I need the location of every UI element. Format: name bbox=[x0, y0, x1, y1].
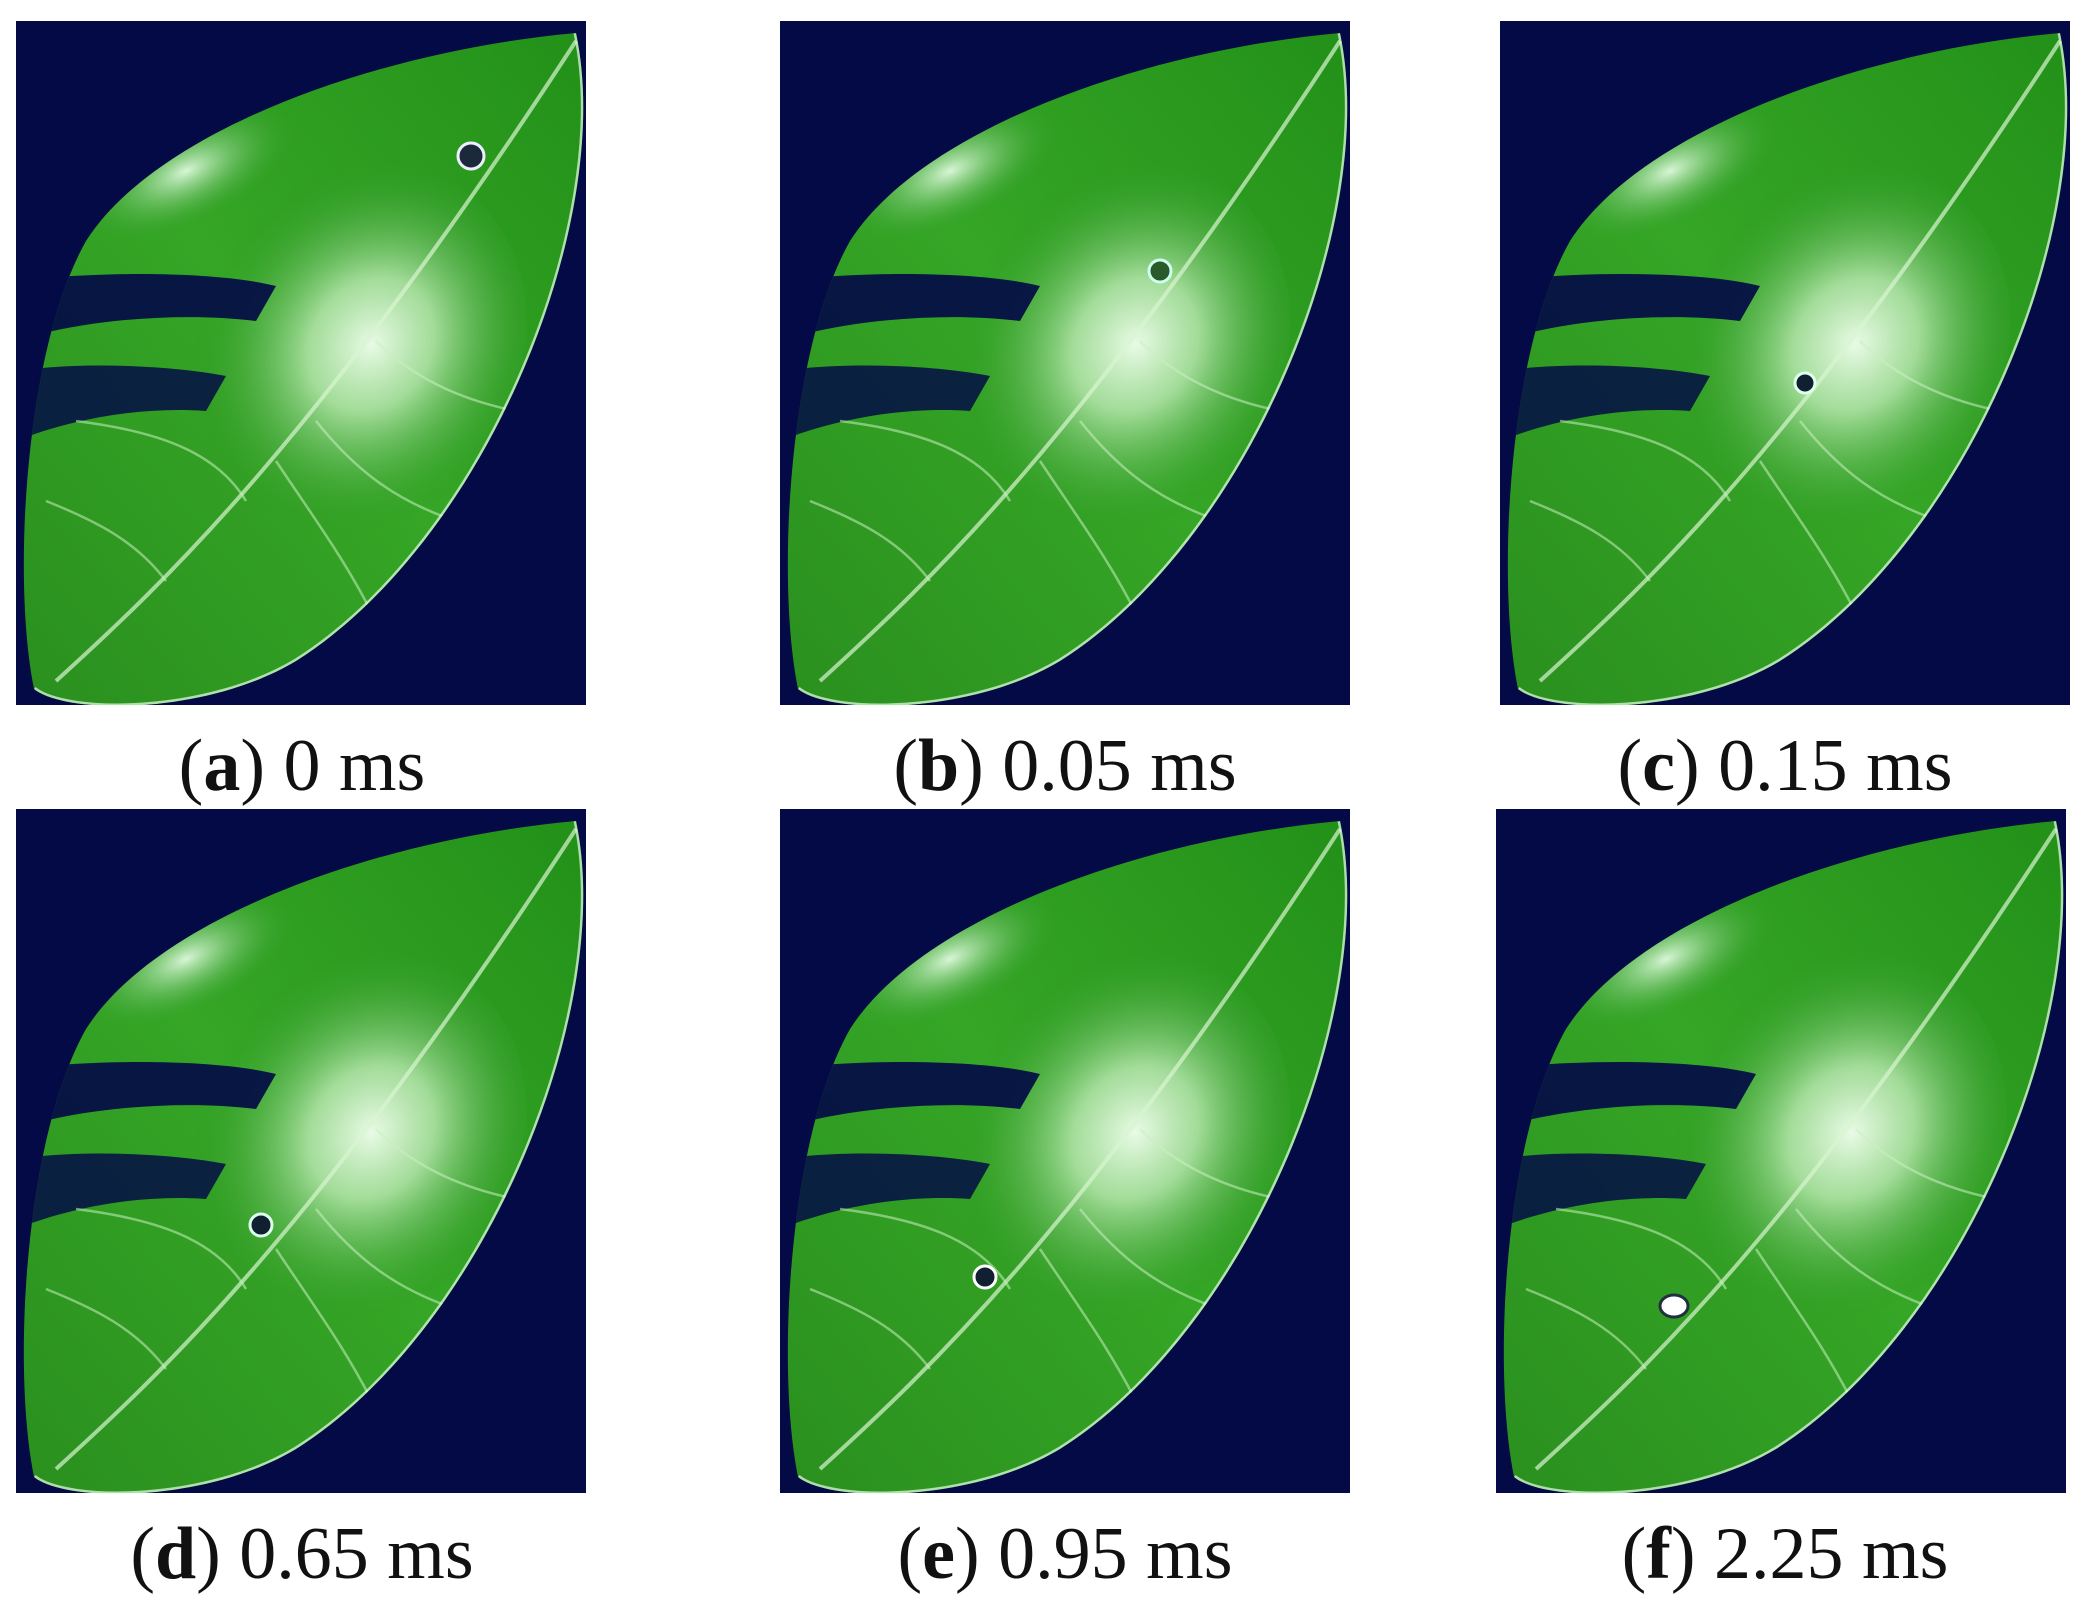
caption-text: ) 0.15 ms bbox=[1675, 725, 1953, 807]
caption-text: ) 2.25 ms bbox=[1671, 1513, 1949, 1595]
caption-text: ) 0.95 ms bbox=[955, 1513, 1233, 1595]
caption: (a) 0 ms bbox=[179, 725, 426, 807]
caption-text: ) 0.65 ms bbox=[196, 1513, 474, 1595]
caption-letter: e bbox=[922, 1513, 955, 1595]
caption: (c) 0.15 ms bbox=[1617, 725, 1952, 807]
caption-letter: c bbox=[1642, 725, 1675, 807]
caption-open: ( bbox=[897, 1513, 922, 1595]
panel-f bbox=[1496, 809, 2073, 1494]
caption-open: ( bbox=[179, 725, 204, 807]
caption-letter: d bbox=[155, 1513, 196, 1595]
caption-letter: f bbox=[1646, 1513, 1672, 1595]
caption: (d) 0.65 ms bbox=[130, 1513, 473, 1595]
caption-open: ( bbox=[130, 1513, 155, 1595]
panel-a bbox=[16, 21, 600, 706]
caption: (f) 2.25 ms bbox=[1622, 1513, 1949, 1595]
panel-d bbox=[16, 809, 600, 1494]
caption-text: ) 0.05 ms bbox=[959, 725, 1237, 807]
caption-open: ( bbox=[1617, 725, 1642, 807]
caption-letter: a bbox=[203, 725, 240, 807]
panel-c bbox=[1500, 21, 2073, 706]
caption: (b) 0.05 ms bbox=[893, 725, 1236, 807]
caption-open: ( bbox=[893, 725, 918, 807]
panel-e bbox=[780, 809, 1364, 1494]
caption-open: ( bbox=[1622, 1513, 1647, 1595]
panel-b bbox=[780, 21, 1364, 706]
caption: (e) 0.95 ms bbox=[897, 1513, 1232, 1595]
caption-text: ) 0 ms bbox=[240, 725, 425, 807]
caption-letter: b bbox=[918, 725, 959, 807]
